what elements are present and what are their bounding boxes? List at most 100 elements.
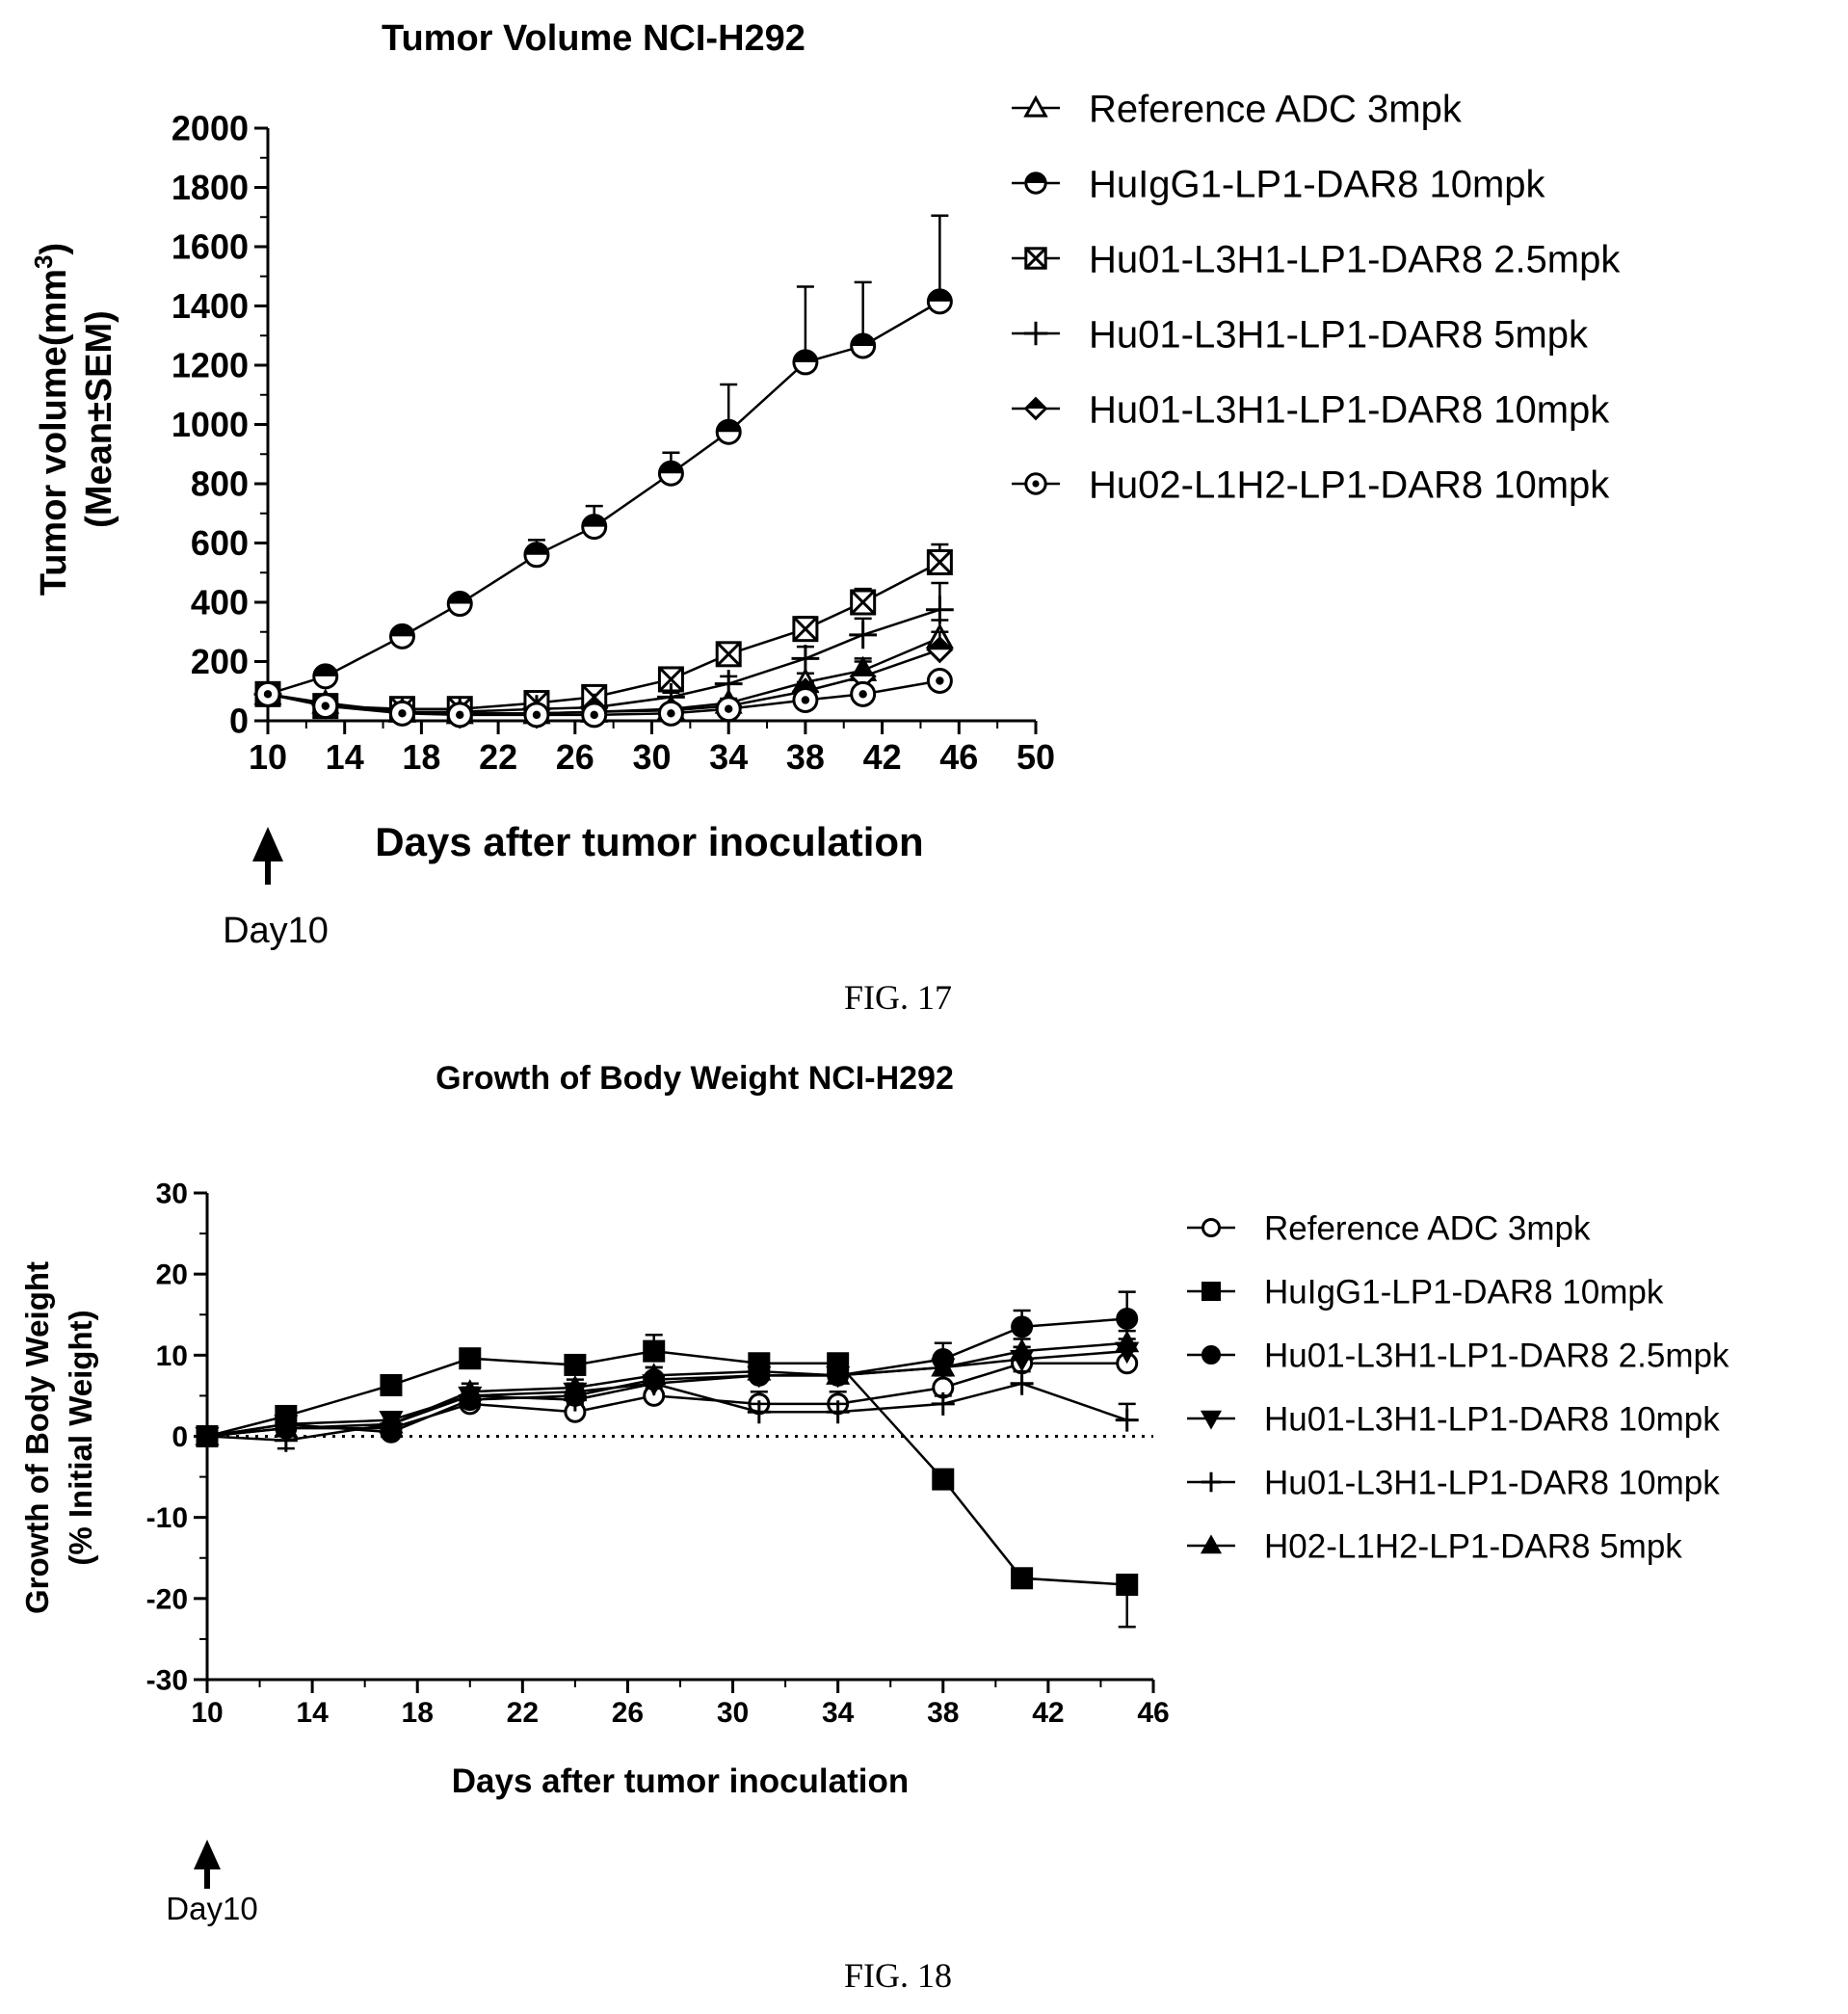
data-point: [563, 1374, 588, 1397]
x-tick-label: 34: [822, 1697, 855, 1729]
marker-cross: [927, 549, 953, 575]
x-tick-label: 50: [1016, 737, 1055, 777]
figure-caption: FIG. 17: [844, 978, 952, 1017]
y-tick-label: 1000: [172, 405, 249, 444]
data-point: [926, 288, 953, 315]
axes: 0 200 400 600 800 1000 1200 1400 1600 1800 2000 10 1…: [172, 109, 1055, 777]
series: [254, 214, 953, 707]
data-point: [1115, 1330, 1140, 1353]
y-tick-label: 2000: [172, 109, 249, 148]
data-point: [715, 641, 742, 668]
x-tick-label: 22: [507, 1697, 539, 1729]
data-point: [274, 1415, 299, 1438]
y-tick-label: -30: [146, 1665, 188, 1697]
marker-fill: [1025, 398, 1046, 409]
x-tick-label: 30: [717, 1697, 749, 1729]
legend-label: Reference ADC 3mpk: [1089, 88, 1463, 130]
data-point: [564, 1353, 587, 1376]
data-point: [826, 1363, 851, 1385]
marker-cross: [850, 589, 876, 616]
data-point: [932, 1468, 955, 1491]
legend-label: Hu01-L3H1-LP1-DAR8 10mpk: [1089, 388, 1610, 431]
legend-label: Hu01-L3H1-LP1-DAR8 2.5mpk: [1089, 238, 1621, 280]
data-point: [459, 1347, 482, 1370]
legend-entry: HuIgG1-LP1-DAR8 10mpk: [1187, 1274, 1664, 1312]
x-tick-label: 18: [402, 737, 440, 777]
data-point: [312, 693, 339, 720]
data-point: [826, 1400, 850, 1424]
y-tick-label: 400: [191, 583, 249, 623]
series: [195, 1338, 1140, 1449]
marker-fill: [851, 664, 875, 676]
y-tick-label: 1200: [172, 346, 249, 385]
data-point: [254, 680, 281, 707]
data-point: [849, 621, 878, 649]
data-point: [657, 460, 684, 487]
legend-label: Hu01-L3H1-LP1-DAR8 5mpk: [1089, 313, 1589, 356]
marker-center: [532, 710, 541, 720]
data-point: [643, 1339, 666, 1363]
data-point: [792, 686, 819, 713]
y-axis-title-line1: Tumor volume(mm: [34, 269, 74, 596]
legend-marker: [1200, 1534, 1223, 1554]
legend-marker: [1023, 94, 1048, 118]
data-point: [1011, 1315, 1034, 1338]
day10-marker: Day10: [166, 1840, 258, 1926]
x-tick-label: 30: [632, 737, 671, 777]
data-point: [1011, 1567, 1034, 1590]
x-tick-label: 14: [326, 737, 364, 777]
data-point: [747, 1359, 772, 1381]
data-point: [926, 667, 953, 694]
y-tick-label: -20: [146, 1583, 188, 1615]
data-point: [747, 1400, 771, 1424]
arrow-shaft: [265, 861, 271, 885]
marker-center: [936, 676, 944, 685]
series-line: [206, 1317, 1127, 1438]
svg-text:Tumor volume(mm3): Tumor volume(mm3): [29, 243, 74, 596]
body-weight-chart: Growth of Body Weight NCI-H292 Growth of…: [19, 1060, 1729, 1800]
data-point: [657, 700, 684, 727]
y-tick-label: 10: [156, 1340, 188, 1372]
data-point: [1115, 1408, 1139, 1432]
tumor-volume-chart: Tumor Volume NCI-H292 Tumor volume(mm3) …: [29, 18, 1621, 864]
series: [254, 543, 953, 723]
legend: Reference ADC 3mpk HuIgG1-LP1-DAR8 10mpk H…: [1187, 1210, 1729, 1566]
legend-marker: [1201, 1282, 1221, 1301]
legend-label: Reference ADC 3mpk: [1264, 1210, 1591, 1248]
marker-fill: [524, 543, 548, 555]
legend-marker: [1024, 472, 1047, 495]
y-axis-title-line1-end: ): [34, 243, 74, 255]
marker-center: [263, 690, 273, 699]
data-point: [931, 1354, 956, 1377]
y-axis-title: Tumor volume(mm3) (Mean±SEM): [29, 243, 119, 596]
data-point: [380, 1373, 403, 1396]
data-point: [458, 1379, 483, 1401]
x-tick-label: 38: [927, 1697, 959, 1729]
y-axis-title-line2: (% Initial Weight): [63, 1310, 98, 1565]
legend-marker: [1023, 321, 1048, 346]
data-point: [850, 589, 877, 616]
x-tick-label: 26: [612, 1697, 644, 1729]
day10-label: Day10: [223, 911, 329, 951]
x-tick-label: 38: [786, 737, 825, 777]
marker-fill: [793, 679, 817, 692]
y-tick-label: 1400: [172, 286, 249, 326]
data-point: [1116, 1574, 1139, 1597]
x-tick-label: 14: [296, 1697, 329, 1729]
y-tick-label: 1600: [172, 227, 249, 267]
legend-marker: [1201, 1218, 1221, 1237]
data-point: [581, 702, 608, 729]
marker-center: [858, 690, 867, 699]
marker-fill: [928, 289, 952, 302]
legend-label: Hu01-L3H1-LP1-DAR8 10mpk: [1264, 1401, 1720, 1439]
marker-center: [667, 709, 675, 718]
legend-label: Hu02-L1H2-LP1-DAR8 10mpk: [1089, 464, 1610, 506]
marker-fill: [582, 515, 606, 527]
legend-marker: [1201, 1345, 1221, 1365]
data-point: [715, 418, 742, 445]
data-point: [379, 1411, 404, 1434]
plot-area: [195, 1290, 1140, 1629]
series-line: [206, 1382, 1128, 1442]
x-tick-label: 42: [863, 737, 902, 777]
y-tick-label: 30: [156, 1179, 188, 1210]
